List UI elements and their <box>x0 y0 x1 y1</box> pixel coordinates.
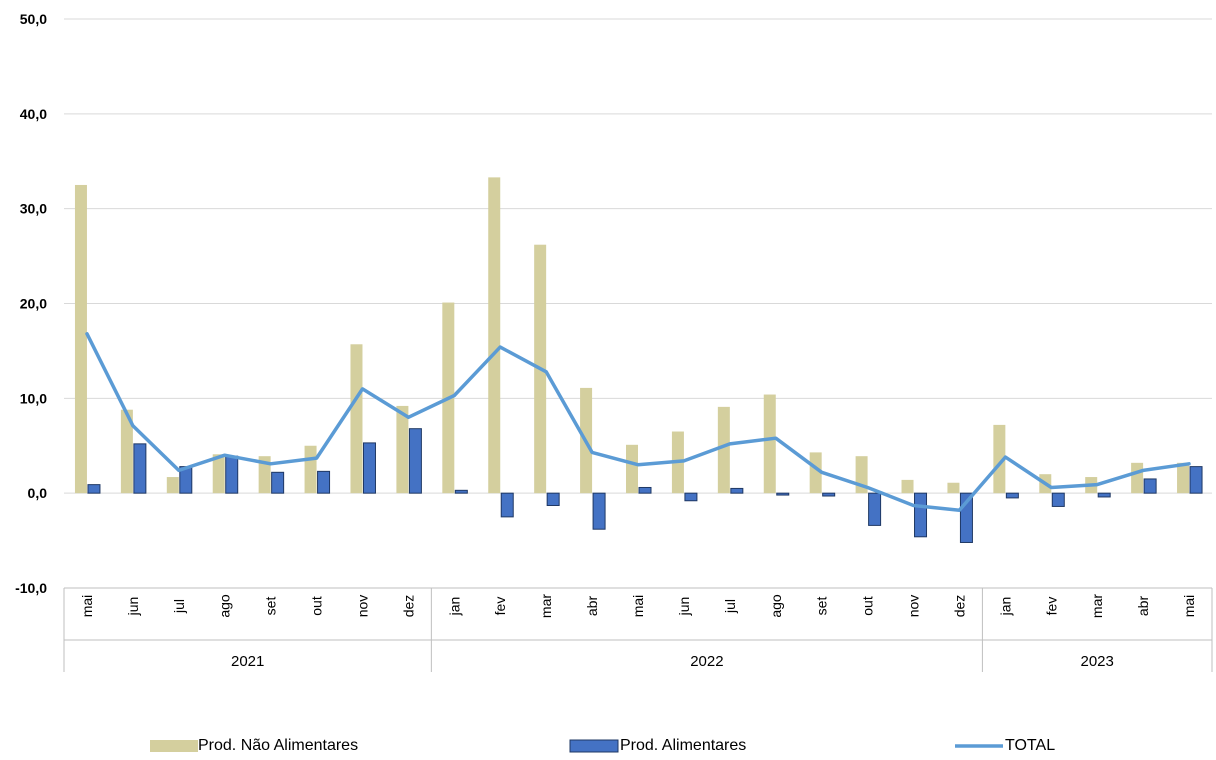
x-tick-label: set <box>814 597 830 616</box>
bar-prod-alimentares <box>454 489 468 494</box>
y-tick-label: 30,0 <box>20 201 47 217</box>
legend: Prod. Não Alimentares Prod. Alimentares TO… <box>150 737 1055 754</box>
legend-label-prod-nao-alimentares: Prod. Não Alimentares <box>198 737 358 754</box>
bar-prod-alimentares <box>317 470 331 494</box>
bar-prod-alimentares <box>914 492 928 538</box>
bar-prod-alimentares <box>1097 492 1111 498</box>
bar-prod-alimentares <box>271 471 285 494</box>
bar-prod-nao-alimentares <box>993 424 1006 494</box>
bar-prod-alimentares <box>87 484 101 494</box>
year-label: 2021 <box>231 653 264 670</box>
bar-prod-nao-alimentares <box>212 454 225 494</box>
bar-prod-alimentares <box>592 492 606 530</box>
legend-swatch-prod-nao-alimentares <box>150 740 198 752</box>
bar-prod-alimentares <box>684 492 698 502</box>
bar-prod-alimentares <box>868 492 882 526</box>
x-tick-label: jan <box>446 597 462 617</box>
bar-prod-alimentares <box>1143 478 1157 494</box>
x-tick-label: dez <box>951 595 967 618</box>
bar-prod-nao-alimentares <box>1177 462 1190 494</box>
x-tick-label: ago <box>768 594 784 618</box>
bar-prod-alimentares <box>362 442 376 494</box>
y-tick-label: -10,0 <box>15 580 47 596</box>
legend-label-prod-alimentares: Prod. Alimentares <box>620 737 746 754</box>
x-tick-label: ago <box>217 594 233 618</box>
x-tick-label: fev <box>492 597 508 616</box>
bar-prod-nao-alimentares <box>396 405 409 494</box>
y-axis-ticks: 50,0 40,0 30,0 20,0 10,0 0,0 -10,0 <box>15 11 47 596</box>
y-tick-label: 0,0 <box>28 485 48 501</box>
bar-prod-nao-alimentares <box>304 445 317 494</box>
x-tick-label: mai <box>1181 595 1197 618</box>
x-tick-label: jul <box>722 599 738 614</box>
x-tick-label: mai <box>630 595 646 618</box>
bar-prod-nao-alimentares <box>1131 462 1144 494</box>
bar-prod-alimentares <box>1005 492 1019 499</box>
bar-prod-nao-alimentares <box>763 394 776 494</box>
bar-prod-nao-alimentares <box>717 406 730 494</box>
x-tick-label: jul <box>171 599 187 614</box>
bar-prod-alimentares <box>1051 492 1065 507</box>
x-tick-label: dez <box>400 595 416 618</box>
bar-prod-nao-alimentares <box>809 452 822 494</box>
bar-prod-nao-alimentares <box>258 456 271 494</box>
legend-label-total: TOTAL <box>1005 737 1055 754</box>
x-tick-label: jun <box>125 597 141 617</box>
bar-prod-alimentares <box>1189 466 1203 494</box>
bar-prod-nao-alimentares <box>74 184 87 494</box>
y-tick-label: 10,0 <box>20 390 47 406</box>
y-tick-label: 50,0 <box>20 11 47 27</box>
bar-prod-nao-alimentares <box>166 477 179 494</box>
x-tick-label: set <box>263 597 279 616</box>
bar-prod-alimentares <box>730 487 744 494</box>
x-tick-label: fev <box>1043 597 1059 616</box>
year-label: 2022 <box>690 653 723 670</box>
bar-prod-alimentares <box>546 492 560 506</box>
total-line-layer <box>85 332 1191 512</box>
bars <box>74 177 1203 543</box>
bar-prod-alimentares <box>133 443 147 494</box>
x-tick-label: jun <box>676 597 692 617</box>
bar-prod-alimentares <box>638 486 652 494</box>
x-axis: mai jun jul ago set out nov dez jan fev mar abr mai j… <box>63 587 1213 672</box>
x-tick-label: jan <box>997 597 1013 617</box>
x-tick-label: out <box>860 596 876 616</box>
x-tick-label: abr <box>584 596 600 617</box>
legend-swatch-prod-alimentares <box>569 739 619 753</box>
gridlines <box>64 18 1212 589</box>
y-tick-label: 40,0 <box>20 106 47 122</box>
bar-prod-nao-alimentares <box>901 479 914 494</box>
year-label: 2023 <box>1081 653 1114 670</box>
bar-prod-alimentares <box>500 492 514 518</box>
x-tick-label: mar <box>538 594 554 618</box>
bar-prod-nao-alimentares <box>488 177 501 494</box>
bar-prod-nao-alimentares <box>350 344 363 494</box>
bar-prod-alimentares <box>408 428 422 494</box>
x-tick-label: mar <box>1089 594 1105 618</box>
y-tick-label: 20,0 <box>20 296 47 312</box>
bar-prod-alimentares <box>822 492 836 497</box>
x-tick-label: nov <box>355 595 371 618</box>
bar-prod-nao-alimentares <box>120 409 133 494</box>
bar-prod-alimentares <box>776 492 790 496</box>
bar-prod-alimentares <box>225 455 239 494</box>
x-tick-label: nov <box>906 595 922 618</box>
bar-prod-nao-alimentares <box>626 444 638 494</box>
x-tick-label: mai <box>79 595 95 618</box>
x-tick-label: out <box>309 596 325 616</box>
x-tick-label: abr <box>1135 596 1151 617</box>
bar-prod-nao-alimentares <box>947 482 960 494</box>
